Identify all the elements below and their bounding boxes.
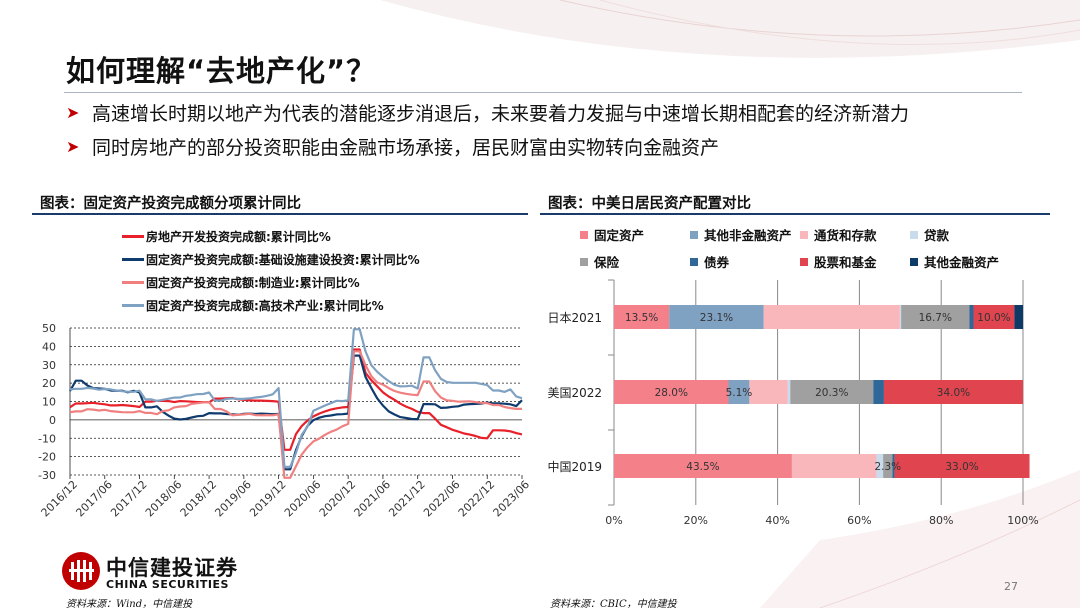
x-tick-label: 2021/12 xyxy=(386,478,428,520)
x-tick-label: 2020/06 xyxy=(282,478,324,520)
y-tick-label: 40 xyxy=(42,340,56,353)
legend-swatch xyxy=(910,230,918,239)
legend-item: 其他金融资产 xyxy=(910,252,1020,271)
legend-label: 贷款 xyxy=(924,228,950,243)
legend-label: 保险 xyxy=(594,255,620,270)
bar-chart-caption-rule xyxy=(540,213,1050,215)
x-tick-label: 2019/12 xyxy=(247,478,289,520)
legend-swatch xyxy=(910,257,918,266)
series-line-3 xyxy=(69,350,522,479)
legend-swatch xyxy=(800,230,808,239)
legend-swatch xyxy=(800,257,808,266)
legend-label: 通货和存款 xyxy=(814,228,877,243)
source-right: 资料来源：CBIC，中信建投 xyxy=(550,599,677,610)
legend-label: 固定资产投资完成额:高技术产业:累计同比% xyxy=(146,299,384,313)
x-tick-label: 2018/06 xyxy=(143,478,185,520)
legend-swatch xyxy=(122,235,144,238)
bullet-1: ➤ 高速增长时期以地产为代表的潜能逐步消退后，未来要着力发掘与中速增长期相配套的… xyxy=(66,99,909,126)
source-left: 资料来源：Wind，中信建投 xyxy=(66,599,193,610)
legend-item: 债券 xyxy=(690,252,800,271)
legend-label: 其他非金融资产 xyxy=(704,228,792,243)
china-securities-logo-icon xyxy=(62,552,100,590)
legend-swatch xyxy=(690,257,698,266)
line-chart-legend: 房地产开发投资完成额:累计同比% 固定资产投资完成额:基础设施建设投资:累计同比… xyxy=(122,225,420,317)
y-tick-label: 0 xyxy=(49,414,56,427)
legend-item: 房地产开发投资完成额:累计同比% xyxy=(122,225,420,248)
x-tick-label: 2016/12 xyxy=(39,478,81,520)
logo-text-en: CHINA SECURITIES xyxy=(106,578,229,591)
legend-item: 保险 xyxy=(580,252,690,271)
legend-item: 固定资产投资完成额:制造业:累计同比% xyxy=(122,271,420,294)
legend-swatch xyxy=(690,230,698,239)
y-tick-label: 20 xyxy=(42,377,56,390)
bar-chart-legend: 固定资产 其他非金融资产 通货和存款 贷款 保险 债券 股票和基金 其他金融资产 xyxy=(580,225,1030,271)
x-tick-label: 2022/12 xyxy=(456,478,498,520)
title-divider xyxy=(64,92,1022,93)
y-tick-label: 30 xyxy=(42,359,56,372)
y-tick-label: -10 xyxy=(38,432,56,445)
legend-swatch xyxy=(580,257,588,266)
legend-swatch xyxy=(122,258,144,261)
legend-item: 固定资产 xyxy=(580,225,690,244)
bullet-arrow-icon: ➤ xyxy=(66,137,80,156)
legend-swatch xyxy=(122,304,144,307)
logo-text-cn: 中信建投证券 xyxy=(106,556,238,580)
x-tick-label: 2019/06 xyxy=(212,478,254,520)
series-line-1 xyxy=(69,348,523,451)
legend-item: 固定资产投资完成额:高技术产业:累计同比% xyxy=(122,294,420,317)
legend-label: 固定资产投资完成额:基础设施建设投资:累计同比% xyxy=(146,253,420,267)
x-tick-label: 2021/06 xyxy=(352,478,394,520)
legend-item: 股票和基金 xyxy=(800,252,910,271)
x-tick-label: 2020/12 xyxy=(317,478,359,520)
x-tick-label: 2017/12 xyxy=(108,478,150,520)
legend-label: 固定资产 xyxy=(594,228,645,243)
y-tick-label: -20 xyxy=(38,451,56,464)
bullet-arrow-icon: ➤ xyxy=(66,103,80,122)
bullet-text: 同时房地产的部分投资职能由金融市场承接，居民财富由实物转向金融资产 xyxy=(92,137,720,159)
page-number: 27 xyxy=(1004,580,1018,593)
legend-swatch xyxy=(580,230,588,239)
line-chart-caption: 图表：固定资产投资完成额分项累计同比 xyxy=(40,195,301,212)
x-tick-label: 2022/06 xyxy=(421,478,463,520)
legend-item: 贷款 xyxy=(910,225,1020,244)
legend-item: 固定资产投资完成额:基础设施建设投资:累计同比% xyxy=(122,248,420,271)
bullet-2: ➤ 同时房地产的部分投资职能由金融市场承接，居民财富由实物转向金融资产 xyxy=(66,133,719,160)
legend-label: 债券 xyxy=(704,255,730,270)
legend-swatch xyxy=(122,281,144,284)
bullet-text: 高速增长时期以地产为代表的潜能逐步消退后，未来要着力发掘与中速增长期相配套的经济… xyxy=(92,103,910,125)
x-tick-label: 2018/12 xyxy=(178,478,220,520)
x-tick-label: 2017/06 xyxy=(73,478,115,520)
x-tick-label: 2023/06 xyxy=(491,478,533,520)
bar-chart-caption: 图表：中美日居民资产配置对比 xyxy=(548,195,751,212)
legend-item: 通货和存款 xyxy=(800,225,910,244)
legend-label: 固定资产投资完成额:制造业:累计同比% xyxy=(146,276,360,290)
legend-label: 房地产开发投资完成额:累计同比% xyxy=(146,230,331,244)
y-tick-label: 50 xyxy=(42,322,56,335)
legend-label: 股票和基金 xyxy=(814,255,877,270)
legend-label: 其他金融资产 xyxy=(924,255,1000,270)
y-tick-label: -30 xyxy=(38,469,56,482)
line-chart-caption-rule xyxy=(32,213,528,215)
legend-item: 其他非金融资产 xyxy=(690,225,800,244)
page-title: 如何理解“去地产化”？ xyxy=(66,54,377,88)
series-line-4 xyxy=(69,328,523,468)
y-tick-label: 10 xyxy=(42,396,56,409)
